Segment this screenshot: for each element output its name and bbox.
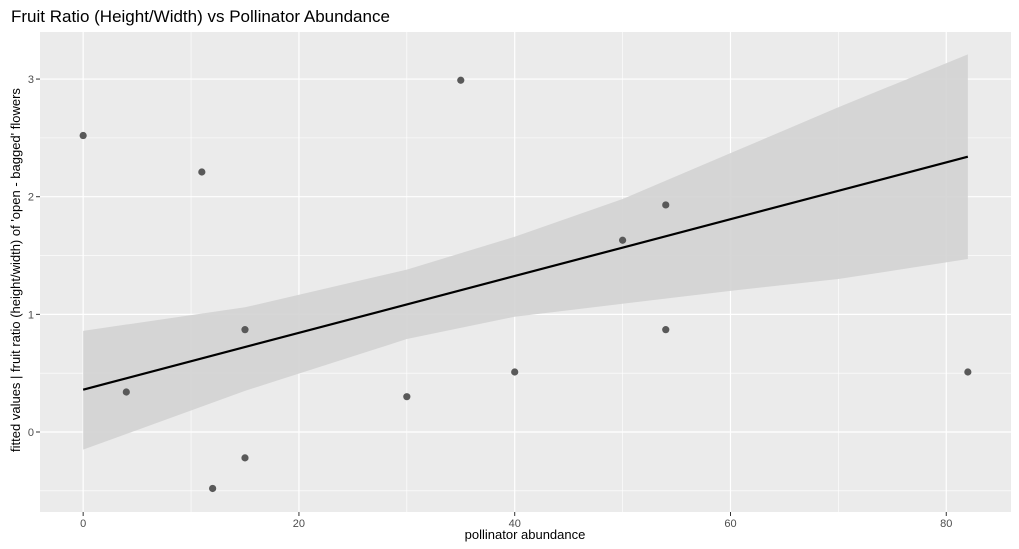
data-point [241, 454, 249, 462]
regression-line [82, 155, 969, 391]
y-axis-title: fitted values | fruit ratio (height/widt… [8, 88, 23, 452]
data-point [122, 388, 130, 396]
data-point [964, 368, 972, 376]
data-point [511, 368, 519, 376]
x-tick-label: 80 [940, 518, 952, 530]
data-point [457, 76, 465, 84]
y-tick-label: 1 [28, 309, 34, 321]
x-tick-label: 0 [80, 518, 86, 530]
x-tick-label: 40 [509, 518, 521, 530]
data-point [662, 201, 670, 209]
data-point [619, 236, 627, 244]
x-tick-label: 20 [293, 518, 305, 530]
x-axis-title: pollinator abundance [465, 527, 586, 542]
data-point [403, 393, 411, 401]
confidence-band [83, 54, 968, 450]
data-points [79, 76, 972, 493]
x-tick-label: 60 [724, 518, 736, 530]
data-point [241, 326, 249, 334]
data-point [79, 131, 87, 140]
y-tick-label: 0 [28, 427, 34, 439]
data-point [209, 484, 217, 493]
axis-ticks: 0 20 40 60 80 0 1 2 3 [28, 74, 953, 530]
chart-title: Fruit Ratio (Height/Width) vs Pollinator… [11, 7, 390, 26]
y-tick-label: 2 [28, 192, 34, 204]
data-point [198, 168, 206, 176]
y-tick-label: 3 [28, 74, 34, 86]
data-point [662, 326, 670, 334]
